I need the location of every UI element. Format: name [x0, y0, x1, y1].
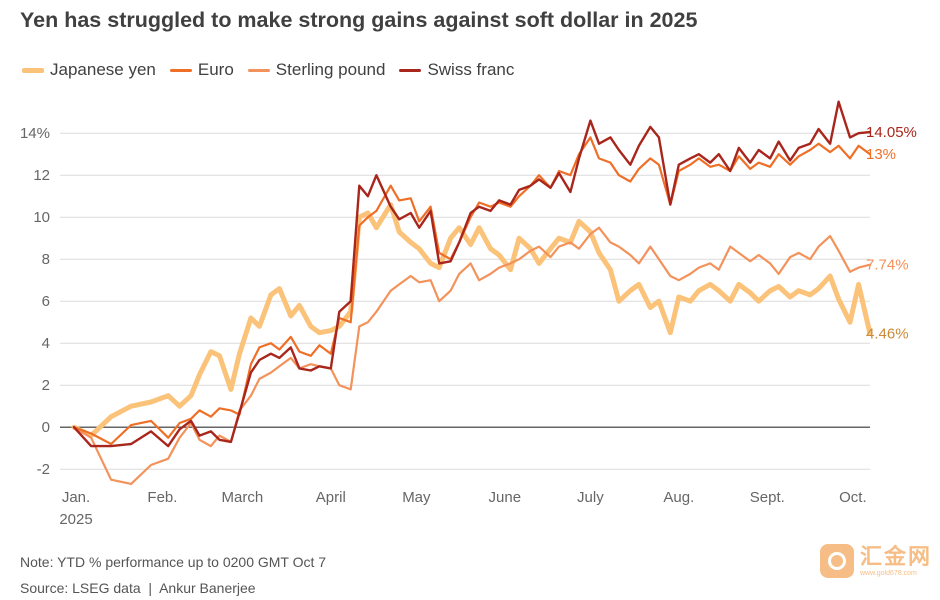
end-label-swiss-franc: 14.05% — [866, 124, 917, 141]
x-tick-label: Oct. — [839, 489, 867, 506]
end-label-sterling-pound: 7.74% — [866, 257, 909, 274]
y-tick-label: 0 — [42, 419, 50, 436]
source-text: Source: LSEG data — [20, 580, 141, 596]
x-tick-label: Feb. — [147, 489, 177, 506]
legend-item-sterling: Sterling pound — [247, 60, 386, 80]
y-tick-label: 12 — [33, 167, 50, 184]
y-tick-label: -2 — [37, 461, 50, 478]
x-tick-label: April — [316, 489, 346, 506]
legend-swatch-sterling — [247, 68, 270, 72]
chart-title: Yen has struggled to make strong gains a… — [20, 8, 698, 32]
x-tick-label: March — [221, 489, 263, 506]
end-label-euro: 13% — [866, 146, 896, 163]
y-tick-label: 6 — [42, 293, 50, 310]
grid-lines — [60, 132, 870, 470]
series-line-japanese-yen — [71, 202, 873, 439]
gold-coin-logo-icon — [820, 544, 854, 578]
x-tick-label: Jan. — [62, 489, 90, 506]
x-axis-tick-labels: Jan. 2025 Feb. March April May June July Aug. Sep… — [59, 489, 866, 528]
y-tick-label: 8 — [42, 251, 50, 268]
watermark-brand: 汇金网 www.gold678.com — [860, 543, 933, 578]
watermark-url: www.gold678.com — [860, 569, 917, 577]
series-line-sterling-pound — [72, 226, 872, 485]
series-line-swiss-franc — [72, 100, 872, 448]
chart-note: Note: YTD % performance up to 0200 GMT O… — [20, 554, 327, 570]
x-tick-label: Aug. — [663, 489, 694, 506]
legend-label-yen: Japanese yen — [50, 60, 156, 79]
source-separator: | — [144, 580, 156, 596]
watermark-text: 汇金网 — [860, 543, 933, 569]
watermark: 汇金网 www.gold678.com — [820, 544, 932, 578]
legend-swatch-euro — [169, 68, 192, 72]
legend-item-euro: Euro — [169, 60, 234, 80]
series-lines — [71, 100, 873, 485]
y-tick-label: 2 — [42, 377, 50, 394]
series-end-labels: 4.46% 7.74% 13% 14.05% — [866, 124, 917, 342]
y-tick-label: 10 — [33, 209, 50, 226]
legend: Japanese yen Euro Sterling pound Swiss f… — [22, 60, 528, 80]
legend-label-euro: Euro — [197, 60, 234, 79]
legend-swatch-swiss — [399, 68, 422, 72]
legend-label-sterling: Sterling pound — [275, 60, 386, 79]
legend-label-swiss: Swiss franc — [427, 60, 515, 79]
y-tick-label: 14% — [20, 125, 50, 142]
legend-swatch-yen — [22, 67, 44, 73]
x-tick-label: May — [402, 489, 431, 506]
y-tick-label: 4 — [42, 335, 50, 352]
y-axis-tick-labels: 14% 12 10 8 6 4 2 0 -2 — [20, 125, 50, 478]
x-tick-label: June — [489, 489, 522, 506]
x-tick-label: July — [577, 489, 604, 506]
legend-item-yen: Japanese yen — [22, 60, 156, 80]
chart-source: Source: LSEG data | Ankur Banerjee — [20, 580, 256, 596]
x-tick-label: Sept. — [750, 489, 785, 506]
end-label-japanese-yen: 4.46% — [866, 326, 909, 343]
x-tick-sublabel: 2025 — [59, 511, 92, 528]
legend-item-swiss: Swiss franc — [399, 60, 514, 80]
source-credit: Ankur Banerjee — [159, 580, 256, 596]
